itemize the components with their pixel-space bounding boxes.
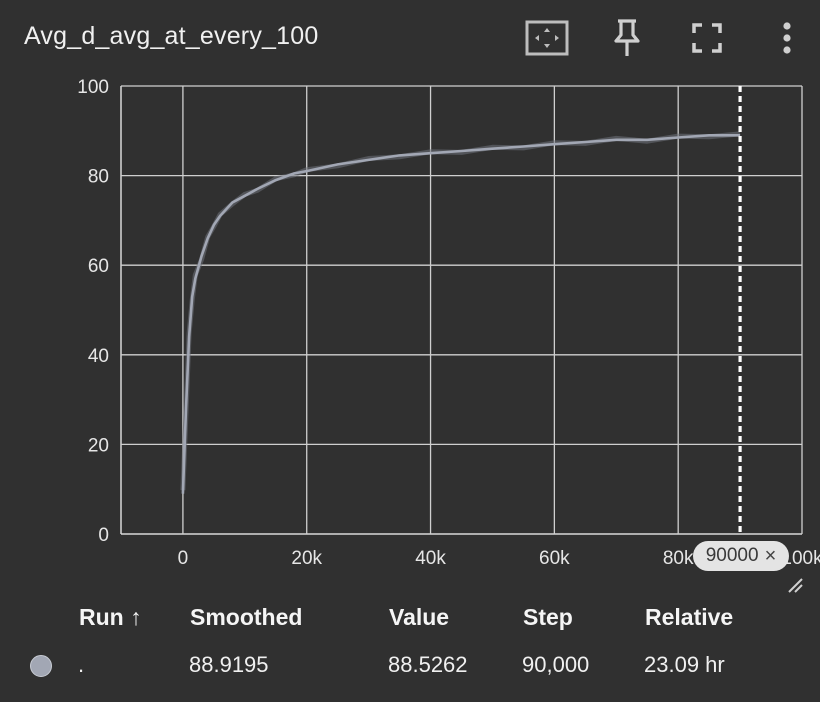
more-button[interactable] (765, 18, 809, 58)
y-tick-label: 0 (98, 525, 109, 546)
smoothed-value: 88.9195 (189, 652, 269, 677)
y-tick-label: 80 (88, 167, 109, 188)
series-line[interactable] (181, 134, 741, 494)
fit-to-data-icon (525, 20, 569, 56)
line-chart[interactable]: 0 20 40 60 80 100 0 20k 40k 60k 80k 100k (0, 0, 820, 600)
pin-button[interactable] (605, 18, 649, 58)
x-tick-label: 40k (415, 548, 446, 569)
header-relative[interactable]: Relative (645, 604, 734, 630)
y-tick-label: 60 (88, 256, 109, 277)
series-layer (180, 131, 741, 494)
resize-handle-icon[interactable] (786, 576, 804, 594)
x-tick-label: 60k (539, 548, 570, 569)
raw-value: 88.5262 (388, 652, 468, 677)
run-color-dot (30, 655, 52, 677)
card-title: Avg_d_avg_at_every_100 (24, 22, 319, 50)
header-run[interactable]: Run ↑ (79, 604, 142, 630)
header-smoothed[interactable]: Smoothed (190, 604, 303, 630)
step-cursor-chip[interactable]: 90000 × (693, 541, 789, 571)
grid-lines (120, 85, 803, 535)
y-tick-label: 100 (77, 77, 109, 98)
pin-icon (614, 19, 640, 56)
fullscreen-icon (692, 23, 722, 53)
fit-domain-button[interactable] (525, 18, 569, 58)
header-value[interactable]: Value (389, 604, 450, 630)
raw-series-line (180, 131, 741, 491)
x-tick-label: 80k (663, 548, 694, 569)
more-vert-icon (783, 22, 791, 54)
run-name: . (78, 652, 85, 677)
relative-time: 23.09 hr (644, 652, 725, 677)
y-tick-label: 20 (88, 435, 109, 456)
x-axis-labels: 0 20k 40k 60k 80k 100k (178, 548, 820, 569)
y-tick-label: 40 (88, 346, 109, 367)
step-value: 90,000 (522, 652, 590, 677)
step-chip-label: 90000 (705, 545, 759, 566)
x-tick-label: 0 (178, 548, 189, 569)
x-tick-label: 100k (781, 548, 820, 569)
fullscreen-button[interactable] (685, 18, 729, 58)
close-icon[interactable]: × (764, 544, 777, 567)
x-tick-label: 20k (291, 548, 322, 569)
y-axis-labels: 0 20 40 60 80 100 (77, 77, 109, 546)
header-step[interactable]: Step (523, 604, 573, 630)
